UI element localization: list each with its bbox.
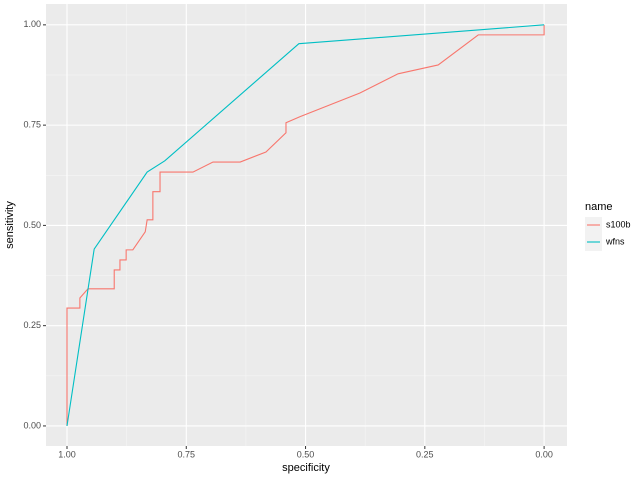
y-tick-label: 0.25 (23, 320, 41, 330)
y-tick-label: 0.75 (23, 120, 41, 130)
legend-title: name (585, 201, 613, 213)
legend-label: wfns (605, 236, 625, 246)
x-tick-label: 0.75 (178, 449, 196, 459)
x-tick-label: 0.50 (297, 449, 315, 459)
line (66, 24, 545, 426)
legend-label: s100b (606, 219, 631, 229)
x-tick-label: 0.00 (535, 449, 553, 459)
line (66, 24, 545, 427)
x-axis-title: specificity (282, 462, 330, 474)
y-axis-title: sensitivity (4, 201, 16, 249)
y-tick-label: 1.00 (23, 19, 41, 29)
y-tick-label: 0.50 (23, 220, 41, 230)
x-tick-label: 0.25 (416, 449, 434, 459)
y-tick-label: 0.00 (23, 420, 41, 430)
x-tick-label: 1.00 (58, 449, 76, 459)
